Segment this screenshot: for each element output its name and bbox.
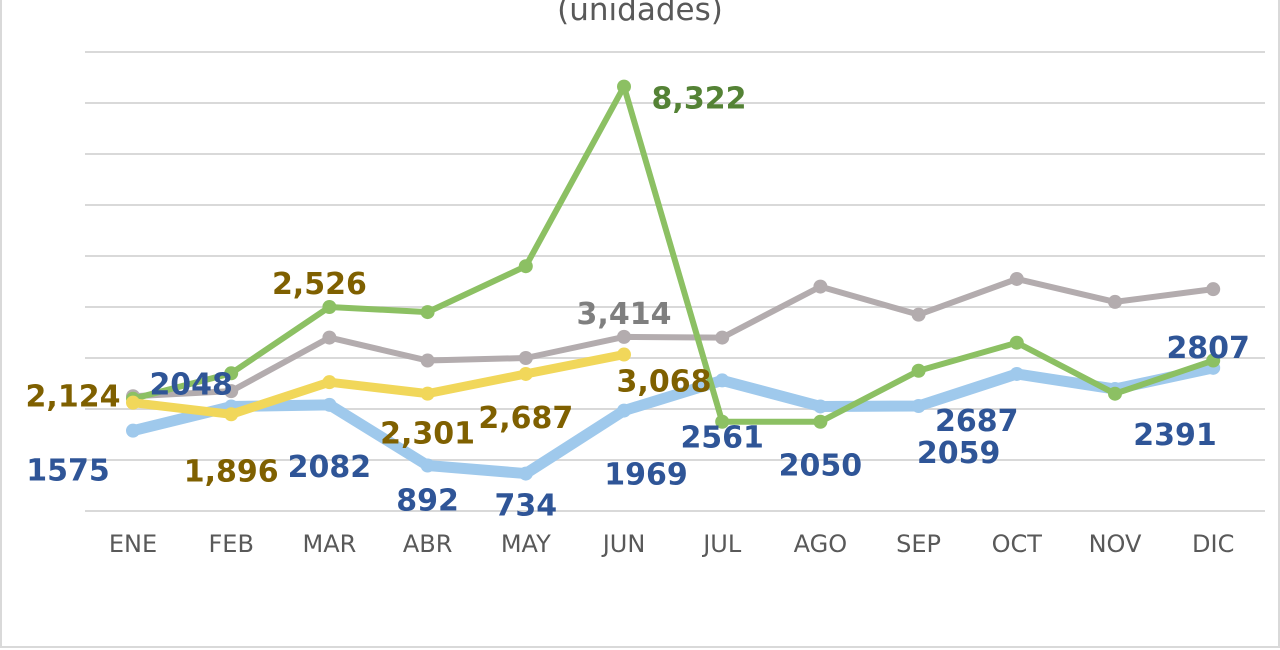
data-label: 2,687 [478, 401, 573, 436]
series-0-point [911, 398, 926, 413]
data-label: 2807 [1166, 331, 1250, 366]
series-0-point [518, 466, 533, 481]
series-1-point [224, 366, 239, 381]
series-2-point [911, 307, 926, 322]
data-label: 734 [494, 489, 557, 524]
data-label: 2391 [1133, 418, 1217, 453]
data-label: 2,301 [380, 417, 475, 452]
data-label: 8,322 [652, 82, 747, 117]
series-2-point [715, 330, 730, 345]
x-tick-label: MAY [501, 530, 551, 558]
series-1-point [617, 79, 631, 94]
series-0-point [617, 403, 631, 418]
x-tick-label: SEP [896, 530, 941, 558]
series-1-point [322, 300, 337, 314]
data-label: 2048 [149, 368, 233, 403]
series-0-point [322, 397, 337, 412]
data-label: 2059 [917, 436, 1001, 471]
series-2-point [420, 353, 435, 368]
data-label: 2687 [935, 404, 1019, 439]
data-label: 3,068 [617, 365, 712, 400]
x-tick-label: ABR [403, 530, 453, 558]
data-label: 3,414 [577, 297, 672, 332]
chart-title: (unidades) [557, 0, 723, 28]
series-1-point [715, 414, 730, 429]
series-3-point [322, 375, 337, 390]
series-3-point [126, 395, 140, 410]
series-3-point [224, 407, 239, 422]
series-2-point [224, 384, 239, 399]
x-tick-label: DIC [1192, 530, 1234, 558]
x-tick-label: JUN [601, 530, 646, 558]
data-label: 2,124 [26, 380, 121, 415]
x-tick-label: OCT [992, 530, 1043, 558]
series-0-point [126, 423, 140, 438]
data-label: 892 [396, 484, 459, 519]
x-tick-label: JUL [701, 530, 742, 558]
series-2-point [617, 329, 631, 344]
x-tick-label: ENE [109, 530, 157, 558]
series-1-point [813, 414, 828, 429]
series-1-point [420, 305, 435, 320]
series-2-point [1206, 282, 1221, 297]
series-3-line [128, 350, 629, 419]
series-2-point [518, 351, 533, 365]
series-1-line [130, 83, 1217, 425]
data-label: 2,526 [272, 267, 367, 302]
series-1-point [518, 259, 533, 274]
series-0-point [813, 399, 828, 414]
series-2-point [813, 279, 828, 294]
series-0-point [1009, 366, 1024, 381]
data-label: 2561 [680, 420, 764, 455]
data-label: 1,896 [184, 454, 279, 489]
series-3-point [617, 347, 631, 362]
series-1-point [1206, 353, 1221, 368]
series-2-point [322, 330, 337, 345]
series-0-line [127, 362, 1219, 480]
series-2-point [1009, 271, 1024, 286]
series-1-point [1108, 386, 1122, 401]
series-3-point [420, 386, 435, 401]
x-tick-label: MAR [302, 530, 356, 558]
series-1-point [911, 363, 926, 378]
series-1-point [1009, 335, 1024, 350]
x-tick-label: NOV [1089, 530, 1142, 558]
series-2-line [130, 275, 1217, 400]
data-label: 2082 [288, 450, 372, 485]
series-0-point [715, 373, 730, 388]
data-label: 2050 [779, 448, 863, 483]
series-0-point [420, 458, 435, 473]
series-2-point [1108, 294, 1122, 309]
series-3-point [518, 366, 533, 381]
data-label: 1969 [604, 458, 688, 493]
x-tick-label: AGO [794, 530, 847, 558]
x-tick-label: FEB [208, 530, 253, 558]
data-label: 1575 [26, 454, 110, 489]
